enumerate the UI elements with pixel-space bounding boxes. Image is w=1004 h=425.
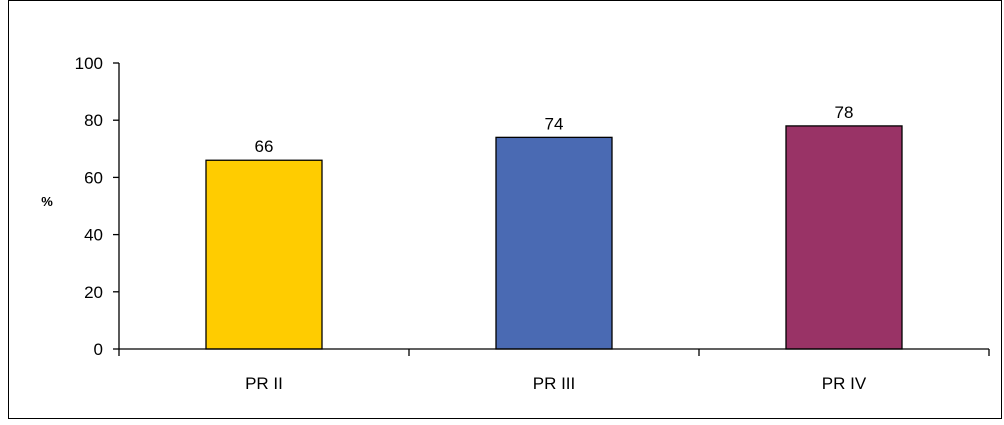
- bars-group: [205, 125, 903, 350]
- data-label: 74: [545, 114, 564, 133]
- value-labels-group: 66 74 78: [255, 103, 854, 156]
- chart-frame: % 0 20 40 60 80 100 66 74 78 PR II PR III PR IV: [8, 0, 1002, 419]
- y-axis-title: %: [41, 194, 53, 209]
- x-category-label: PR III: [533, 374, 576, 393]
- y-axis: 0 20 40 60 80 100: [75, 54, 120, 359]
- y-tick-label: 100: [75, 54, 103, 73]
- bar-pr-iv: [785, 125, 903, 350]
- bar-chart: % 0 20 40 60 80 100 66 74 78 PR II PR III PR IV: [41, 54, 990, 393]
- bar-pr-ii: [205, 159, 323, 350]
- x-category-label: PR IV: [822, 374, 867, 393]
- data-label: 66: [255, 137, 274, 156]
- x-axis: PR II PR III PR IV: [118, 348, 990, 393]
- y-tick-label: 40: [84, 226, 103, 245]
- y-tick-label: 80: [84, 111, 103, 130]
- y-tick-label: 60: [84, 168, 103, 187]
- y-tick-label: 0: [94, 340, 103, 359]
- bar-pr-iii: [495, 136, 613, 350]
- y-tick-label: 20: [84, 283, 103, 302]
- data-label: 78: [835, 103, 854, 122]
- x-category-label: PR II: [245, 374, 283, 393]
